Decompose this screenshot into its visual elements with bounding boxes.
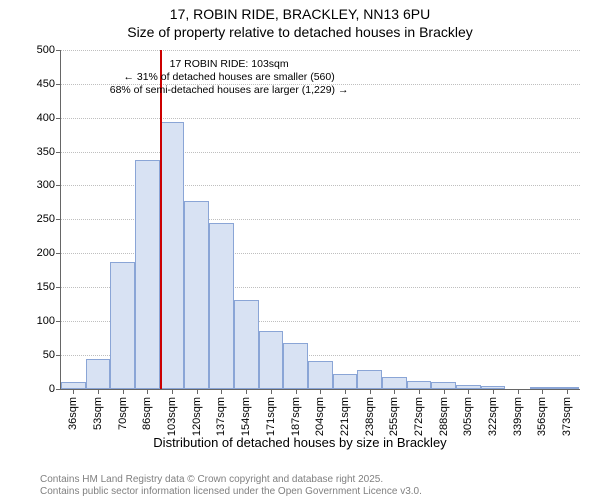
histogram-bar bbox=[135, 160, 160, 389]
x-tick-label: 137sqm bbox=[215, 397, 227, 436]
x-tick-mark bbox=[419, 389, 420, 394]
title-line1: 17, ROBIN RIDE, BRACKLEY, NN13 6PU bbox=[0, 6, 600, 24]
x-tick-label: 120sqm bbox=[191, 397, 203, 436]
histogram-bar bbox=[333, 374, 358, 389]
x-axis-label: Distribution of detached houses by size … bbox=[0, 435, 600, 450]
x-tick-label: 221sqm bbox=[339, 397, 351, 436]
x-tick-mark bbox=[320, 389, 321, 394]
x-tick-label: 53sqm bbox=[92, 397, 104, 430]
x-tick-label: 255sqm bbox=[388, 397, 400, 436]
footer-line2: Contains public sector information licen… bbox=[40, 486, 422, 498]
histogram-bar bbox=[357, 370, 382, 389]
histogram-bar bbox=[259, 331, 284, 389]
x-tick-mark bbox=[394, 389, 395, 394]
x-tick-mark bbox=[147, 389, 148, 394]
plot-area: 05010015020025030035040045050036sqm53sqm… bbox=[60, 50, 580, 390]
x-tick-mark bbox=[567, 389, 568, 394]
y-tick-label: 450 bbox=[37, 78, 55, 90]
x-tick-label: 187sqm bbox=[290, 397, 302, 436]
x-tick-label: 36sqm bbox=[67, 397, 79, 430]
y-tick-mark bbox=[56, 118, 61, 119]
x-tick-mark bbox=[73, 389, 74, 394]
y-tick-label: 200 bbox=[37, 247, 55, 259]
x-tick-mark bbox=[172, 389, 173, 394]
y-tick-label: 250 bbox=[37, 213, 55, 225]
y-tick-label: 50 bbox=[43, 349, 55, 361]
histogram-bar bbox=[283, 343, 308, 389]
gridline bbox=[61, 118, 580, 119]
x-tick-label: 70sqm bbox=[117, 397, 129, 430]
x-tick-label: 103sqm bbox=[166, 397, 178, 436]
x-tick-mark bbox=[271, 389, 272, 394]
y-tick-label: 150 bbox=[37, 281, 55, 293]
y-tick-mark bbox=[56, 84, 61, 85]
x-tick-mark bbox=[468, 389, 469, 394]
x-tick-mark bbox=[98, 389, 99, 394]
marker-left-text: ← 31% of detached houses are smaller (56… bbox=[110, 71, 349, 84]
x-tick-label: 322sqm bbox=[487, 397, 499, 436]
x-tick-mark bbox=[518, 389, 519, 394]
gridline bbox=[61, 50, 580, 51]
histogram-bar bbox=[431, 382, 456, 389]
histogram-bar bbox=[184, 201, 209, 389]
y-tick-label: 100 bbox=[37, 315, 55, 327]
footer-attribution: Contains HM Land Registry data © Crown c… bbox=[40, 474, 422, 498]
histogram-bar bbox=[160, 122, 185, 389]
y-tick-label: 350 bbox=[37, 146, 55, 158]
histogram-bar bbox=[234, 300, 259, 389]
y-tick-label: 500 bbox=[37, 44, 55, 56]
y-tick-mark bbox=[56, 185, 61, 186]
x-tick-mark bbox=[542, 389, 543, 394]
y-tick-mark bbox=[56, 219, 61, 220]
x-tick-mark bbox=[197, 389, 198, 394]
y-tick-label: 0 bbox=[49, 383, 55, 395]
histogram-bar bbox=[209, 223, 234, 389]
x-tick-mark bbox=[444, 389, 445, 394]
y-tick-mark bbox=[56, 287, 61, 288]
x-tick-label: 339sqm bbox=[512, 397, 524, 436]
histogram-bar bbox=[86, 359, 111, 389]
title-line2: Size of property relative to detached ho… bbox=[0, 24, 600, 42]
marker-annotation: 17 ROBIN RIDE: 103sqm ← 31% of detached … bbox=[110, 58, 349, 97]
marker-right-text: 68% of semi-detached houses are larger (… bbox=[110, 84, 349, 97]
marker-title: 17 ROBIN RIDE: 103sqm bbox=[110, 58, 349, 71]
histogram-bar bbox=[382, 377, 407, 389]
y-tick-label: 400 bbox=[37, 112, 55, 124]
x-tick-label: 272sqm bbox=[413, 397, 425, 436]
y-tick-mark bbox=[56, 253, 61, 254]
x-tick-mark bbox=[493, 389, 494, 394]
x-tick-mark bbox=[345, 389, 346, 394]
y-tick-label: 300 bbox=[37, 179, 55, 191]
x-tick-label: 238sqm bbox=[364, 397, 376, 436]
histogram-bar bbox=[110, 262, 135, 389]
x-tick-label: 86sqm bbox=[141, 397, 153, 430]
y-tick-mark bbox=[56, 152, 61, 153]
y-tick-mark bbox=[56, 321, 61, 322]
x-tick-mark bbox=[246, 389, 247, 394]
x-tick-label: 288sqm bbox=[438, 397, 450, 436]
x-tick-mark bbox=[296, 389, 297, 394]
marker-line bbox=[160, 50, 162, 389]
x-tick-mark bbox=[370, 389, 371, 394]
histogram-bar bbox=[61, 382, 86, 389]
footer-line1: Contains HM Land Registry data © Crown c… bbox=[40, 474, 422, 486]
histogram-bar bbox=[407, 381, 432, 389]
chart-area: Number of detached properties 0501001502… bbox=[0, 44, 600, 454]
histogram-bar bbox=[308, 361, 333, 389]
x-tick-label: 356sqm bbox=[536, 397, 548, 436]
x-tick-label: 373sqm bbox=[561, 397, 573, 436]
x-tick-label: 154sqm bbox=[240, 397, 252, 436]
chart-title-block: 17, ROBIN RIDE, BRACKLEY, NN13 6PU Size … bbox=[0, 0, 600, 41]
x-tick-label: 305sqm bbox=[462, 397, 474, 436]
x-tick-label: 171sqm bbox=[265, 397, 277, 436]
gridline bbox=[61, 152, 580, 153]
y-tick-mark bbox=[56, 50, 61, 51]
x-tick-mark bbox=[221, 389, 222, 394]
x-tick-label: 204sqm bbox=[314, 397, 326, 436]
y-tick-mark bbox=[56, 355, 61, 356]
x-tick-mark bbox=[123, 389, 124, 394]
